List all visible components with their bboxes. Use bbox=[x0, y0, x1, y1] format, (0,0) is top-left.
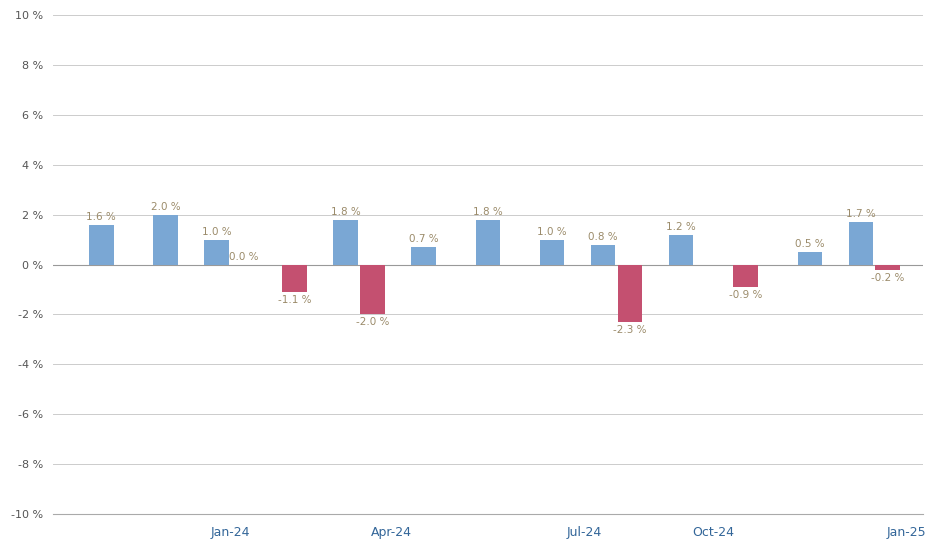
Bar bbox=[849, 222, 873, 265]
Text: 2.0 %: 2.0 % bbox=[151, 202, 180, 212]
Bar bbox=[798, 252, 822, 265]
Bar bbox=[89, 225, 114, 265]
Text: 1.8 %: 1.8 % bbox=[473, 207, 503, 217]
Bar bbox=[282, 265, 306, 292]
Text: -0.9 %: -0.9 % bbox=[728, 290, 762, 300]
Bar bbox=[591, 245, 616, 265]
Text: -1.1 %: -1.1 % bbox=[277, 295, 311, 305]
Text: -2.0 %: -2.0 % bbox=[355, 317, 389, 327]
Text: 1.7 %: 1.7 % bbox=[846, 209, 876, 219]
Text: 1.0 %: 1.0 % bbox=[538, 227, 567, 236]
Text: 0.5 %: 0.5 % bbox=[795, 239, 824, 249]
Text: 1.8 %: 1.8 % bbox=[331, 207, 360, 217]
Bar bbox=[360, 265, 384, 315]
Text: -0.2 %: -0.2 % bbox=[871, 273, 904, 283]
Bar bbox=[540, 240, 564, 265]
Bar bbox=[204, 240, 228, 265]
Bar bbox=[875, 265, 900, 270]
Text: 1.2 %: 1.2 % bbox=[666, 222, 696, 232]
Bar bbox=[668, 235, 693, 265]
Bar bbox=[411, 247, 435, 265]
Bar bbox=[153, 214, 178, 265]
Bar bbox=[733, 265, 758, 287]
Text: 1.6 %: 1.6 % bbox=[86, 212, 117, 222]
Text: 1.0 %: 1.0 % bbox=[202, 227, 231, 236]
Bar bbox=[334, 219, 358, 265]
Bar bbox=[476, 219, 500, 265]
Text: 0.0 %: 0.0 % bbox=[228, 251, 258, 262]
Text: 0.8 %: 0.8 % bbox=[588, 232, 618, 241]
Text: -2.3 %: -2.3 % bbox=[613, 325, 647, 335]
Text: 0.7 %: 0.7 % bbox=[409, 234, 438, 244]
Bar bbox=[618, 265, 642, 322]
